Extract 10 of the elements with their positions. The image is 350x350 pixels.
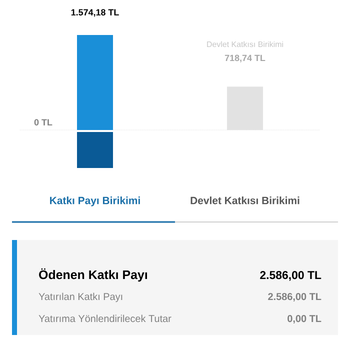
ref-line-label: 0 TL (34, 119, 52, 126)
text: 2.586,00 TL (268, 293, 322, 302)
data-label: 1.574,18 TL (71, 9, 119, 17)
text: Yatırıma Yönlendirilecek Tutar (38, 314, 172, 322)
text: Yatırılan Katkı Payı (38, 292, 122, 302)
text: 0,00 TL (288, 315, 322, 324)
data-label: 718,74 TL (224, 54, 266, 62)
text: Ödenen Katkı Payı (39, 268, 147, 282)
text: 2.586,00 TL (260, 271, 322, 281)
x-tick-label: Katkı Payı Birikimi (50, 196, 140, 206)
